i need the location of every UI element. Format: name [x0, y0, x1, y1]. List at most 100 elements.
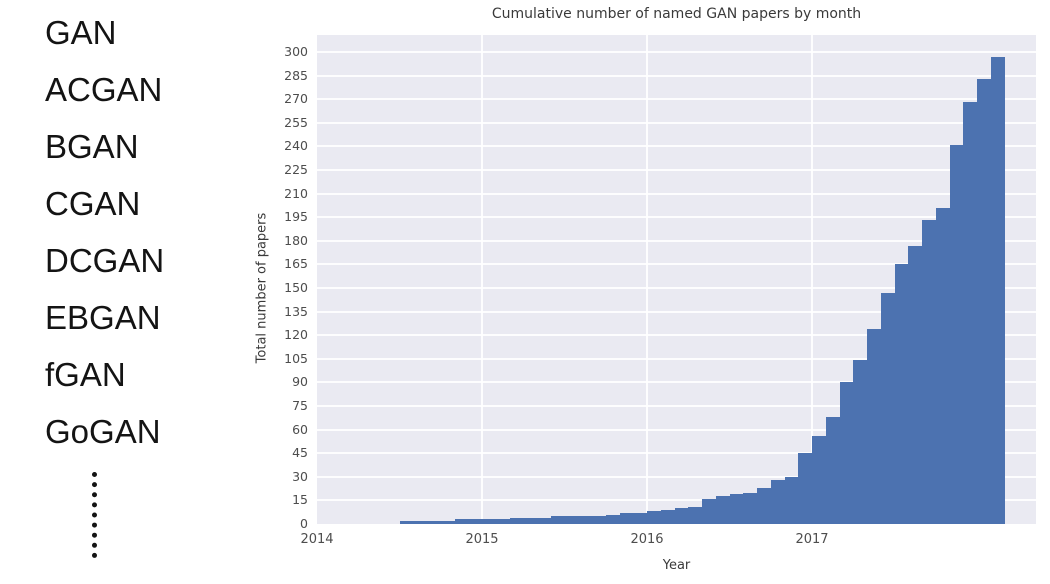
bar-2014-12 [468, 519, 483, 524]
gridline-vertical [646, 35, 648, 524]
bar-2017-09 [922, 220, 937, 524]
gan-list-item: fGAN [45, 356, 126, 393]
gridline-horizontal [317, 239, 1036, 242]
gan-list-item: ACGAN [45, 71, 163, 108]
y-tick-label: 285 [284, 67, 308, 83]
bar-2014-11 [454, 519, 469, 524]
bar-2016-12 [798, 453, 813, 524]
gridline-horizontal [317, 192, 1036, 195]
gridline-horizontal [317, 381, 1036, 384]
bar-2017-06 [880, 292, 896, 524]
bar-2015-04 [523, 517, 538, 524]
gridline-horizontal [317, 475, 1036, 478]
bar-2014-09 [427, 520, 442, 524]
x-axis-label: Year [662, 558, 691, 573]
gan-name-list: GAN ACGAN BGAN CGAN DCGAN EBGAN fGAN GoGAN [45, 16, 164, 558]
bar-2015-09 [592, 516, 607, 524]
bar-2016-02 [660, 509, 676, 524]
bar-2017-04 [853, 360, 868, 524]
y-tick-label: 15 [292, 492, 308, 508]
bar-2016-06 [715, 495, 731, 524]
bar-2016-09 [757, 487, 772, 524]
gridline-horizontal [317, 74, 1036, 77]
bar-2015-01 [482, 519, 497, 524]
gridline-horizontal [317, 216, 1036, 219]
y-tick-label: 135 [284, 303, 308, 319]
y-tick-label: 60 [292, 421, 308, 437]
bar-2016-08 [743, 492, 758, 524]
bar-2017-10 [935, 207, 951, 524]
x-tick-label: 2014 [300, 532, 334, 547]
gan-list-item: DCGAN [45, 242, 165, 279]
y-tick-label: 0 [300, 516, 308, 531]
x-tick-label: 2017 [795, 532, 829, 547]
bar-2016-04 [688, 506, 703, 524]
bar-2018-01 [977, 78, 992, 524]
bar-2017-05 [867, 328, 882, 524]
bar-2016-10 [770, 479, 786, 524]
y-tick-label: 300 [284, 44, 308, 59]
bar-2017-01 [812, 435, 827, 524]
bar-2016-01 [647, 511, 662, 524]
bar-2017-08 [908, 245, 923, 524]
gridline-horizontal [317, 334, 1036, 337]
bar-2015-08 [578, 516, 593, 524]
gridline-horizontal [317, 499, 1036, 502]
bar-2015-02 [495, 519, 511, 524]
bar-2016-05 [702, 498, 717, 524]
y-tick-label: 75 [292, 398, 308, 413]
bar-2015-03 [509, 517, 524, 524]
bar-2017-12 [963, 102, 978, 524]
gridline-horizontal [317, 452, 1036, 455]
gridline-horizontal [317, 287, 1036, 289]
y-tick-label: 150 [284, 280, 308, 295]
gridline-vertical [481, 35, 483, 524]
y-tick-label: 90 [292, 374, 308, 390]
bar-2017-07 [894, 264, 909, 524]
bar-2017-11 [949, 144, 964, 524]
y-tick-label: 30 [292, 468, 308, 484]
gridline-horizontal [317, 51, 1036, 53]
bar-2014-08 [413, 520, 428, 524]
bar-2016-03 [674, 508, 689, 524]
y-tick-label: 195 [284, 209, 308, 225]
y-tick-label: 45 [292, 445, 308, 461]
y-tick-label: 270 [284, 91, 308, 107]
bar-2015-07 [564, 516, 579, 524]
bar-2015-10 [605, 514, 621, 524]
y-tick-label: 225 [284, 162, 308, 177]
bar-2015-11 [619, 512, 634, 524]
gridline-horizontal [317, 428, 1036, 431]
bar-2016-11 [784, 476, 799, 524]
gridline-horizontal [317, 263, 1036, 266]
gridline-horizontal [317, 98, 1036, 101]
y-tick-label: 180 [284, 232, 308, 248]
gridline-vertical [811, 35, 813, 524]
bar-2018-02 [990, 56, 1006, 524]
gan-list-item: GAN [45, 14, 117, 51]
y-tick-label: 165 [284, 256, 308, 272]
gridline-horizontal [317, 405, 1036, 407]
bar-2015-06 [550, 516, 566, 524]
bar-2016-07 [729, 494, 744, 524]
bar-2014-07 [399, 520, 414, 524]
y-tick-label: 255 [284, 114, 308, 130]
gridline-horizontal [317, 169, 1036, 171]
bar-2017-02 [825, 417, 841, 524]
y-tick-label: 120 [284, 327, 308, 343]
y-tick-label: 210 [284, 185, 308, 201]
x-tick-label: 2015 [465, 532, 499, 547]
plot-area [317, 35, 1036, 524]
bar-2015-05 [537, 517, 552, 524]
y-tick-label: 240 [284, 138, 308, 154]
ellipsis-dots [92, 472, 97, 558]
chart-title: Cumulative number of named GAN papers by… [491, 6, 862, 22]
gan-list-item: BGAN [45, 128, 139, 165]
bar-2017-03 [839, 382, 854, 524]
y-tick-label: 105 [284, 350, 308, 366]
gan-list-item: CGAN [45, 185, 141, 222]
gridline-horizontal [317, 357, 1036, 360]
gan-list-item: GoGAN [45, 413, 161, 450]
x-tick-label: 2016 [630, 532, 664, 547]
